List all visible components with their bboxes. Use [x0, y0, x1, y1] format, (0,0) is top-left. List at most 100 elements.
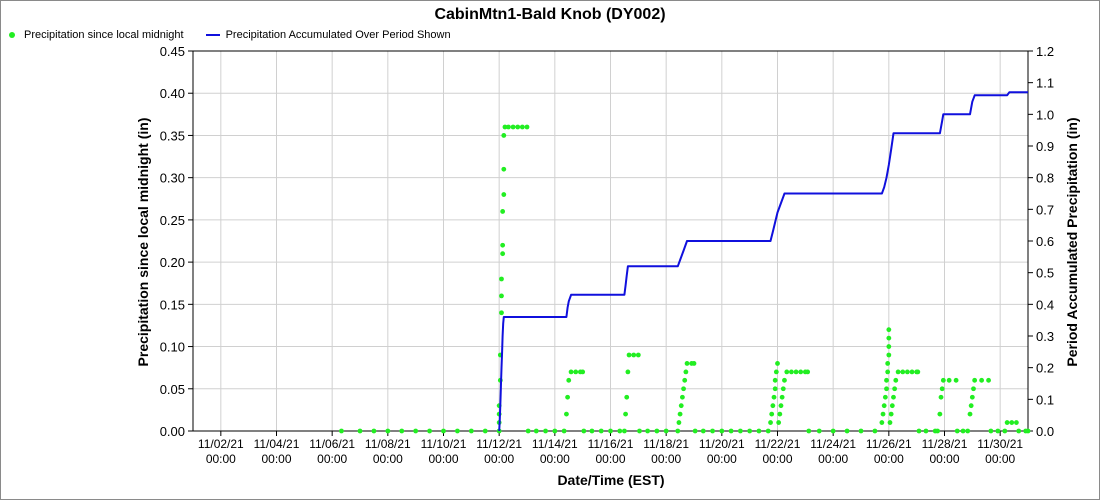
data-point-daily [806, 428, 812, 434]
data-point-daily [886, 352, 892, 358]
right-tick-label: 0.5 [1036, 266, 1054, 281]
data-point-daily [889, 403, 895, 409]
data-point-daily [886, 327, 892, 333]
data-point-daily [938, 394, 944, 400]
left-tick-label: 0.05 [160, 382, 185, 397]
data-point-daily [482, 428, 488, 434]
data-point-daily [552, 428, 558, 434]
data-point-daily [789, 369, 794, 375]
data-point-daily [598, 428, 604, 434]
data-point-daily [953, 377, 959, 383]
data-point-daily [637, 428, 642, 434]
data-point-daily [501, 166, 507, 172]
left-tick-label: 0.30 [160, 171, 185, 186]
left-tick-label: 0.15 [160, 297, 185, 312]
x-tick-label-time: 00:00 [595, 452, 625, 466]
data-point-daily [524, 124, 530, 130]
data-point-daily [568, 369, 574, 375]
data-point-daily [937, 411, 943, 417]
data-point-daily [681, 386, 686, 392]
data-point-daily [719, 428, 725, 434]
data-point-daily [885, 361, 891, 366]
series-daily-points [339, 124, 1031, 434]
data-point-daily [617, 428, 623, 434]
right-tick-label: 0.6 [1036, 234, 1054, 249]
data-point-daily [988, 428, 994, 434]
right-tick-label: 0.0 [1036, 424, 1054, 439]
data-point-daily [784, 369, 790, 375]
data-point-daily [965, 428, 971, 434]
data-point-daily [1002, 428, 1008, 434]
data-point-daily [967, 411, 973, 417]
data-point-daily [623, 411, 628, 417]
chart-legend: Precipitation since local midnight Preci… [9, 28, 473, 42]
data-point-daily [747, 428, 753, 434]
data-point-daily [776, 420, 782, 425]
x-tick-label-time: 00:00 [373, 452, 403, 466]
data-point-daily [886, 335, 892, 341]
data-point-daily [339, 428, 344, 434]
data-point-daily [413, 428, 419, 434]
chart-title: CabinMtn1-Bald Knob (DY002) [434, 6, 666, 23]
data-point-daily [510, 124, 516, 130]
data-point-daily [676, 420, 682, 425]
data-point-daily [525, 428, 531, 434]
data-point-daily [515, 124, 521, 130]
x-tick-label-time: 00:00 [540, 452, 570, 466]
data-point-daily [654, 428, 660, 434]
data-point-daily [900, 369, 906, 375]
right-tick-label: 0.3 [1036, 329, 1054, 344]
left-axis-ticks: 0.00 0.05 0.10 0.15 0.20 0.25 0.30 0.35 0.40 0.45 [160, 44, 193, 439]
left-tick-label: 0.45 [160, 44, 185, 59]
data-point-daily [915, 369, 921, 375]
data-point-daily [886, 344, 892, 349]
right-tick-label: 0.4 [1036, 297, 1054, 312]
data-point-daily [1016, 428, 1022, 434]
data-point-daily [969, 394, 975, 400]
left-axis-label: Precipitation since local midnight (in) [135, 118, 151, 367]
data-point-daily [565, 394, 570, 400]
data-point-daily [675, 428, 681, 434]
data-point-daily [608, 428, 613, 434]
legend-item-accumulated: Precipitation Accumulated Over Period Sh… [205, 29, 451, 41]
data-point-daily [858, 428, 864, 434]
data-point-daily [946, 377, 952, 383]
x-tick-label-date: 11/26/21 [866, 437, 912, 451]
right-tick-label: 0.2 [1036, 361, 1054, 376]
data-point-daily [793, 369, 799, 375]
data-point-daily [777, 411, 783, 417]
data-point-daily [566, 377, 572, 383]
data-point-daily [663, 428, 669, 434]
data-point-daily [581, 428, 587, 434]
data-point-daily [580, 369, 586, 375]
data-point-daily [691, 361, 697, 366]
x-axis-label: Date/Time (EST) [557, 472, 664, 488]
x-tick-label-time: 00:00 [874, 452, 904, 466]
right-axis-label: Period Accumulated Precipitation (in) [1064, 117, 1080, 366]
data-point-daily [589, 428, 595, 434]
data-point-daily [805, 369, 811, 375]
data-point-daily [561, 428, 567, 434]
data-point-daily [700, 428, 706, 434]
data-point-daily [778, 403, 784, 409]
x-tick-label-time: 00:00 [929, 452, 959, 466]
data-point-daily [880, 411, 886, 417]
data-point-daily [773, 369, 779, 375]
x-tick-label-time: 00:00 [707, 452, 737, 466]
data-point-daily [500, 242, 506, 248]
data-point-daily [888, 411, 894, 417]
data-point-daily [986, 377, 991, 383]
data-point-daily [935, 428, 940, 434]
x-tick-label-time: 00:00 [484, 452, 514, 466]
data-point-daily [884, 377, 889, 383]
data-point-daily [779, 394, 785, 400]
data-point-daily [892, 386, 898, 392]
right-tick-label: 1.2 [1036, 44, 1054, 59]
data-point-daily [968, 403, 974, 409]
x-tick-label-time: 00:00 [818, 452, 848, 466]
data-point-daily [979, 377, 985, 383]
data-point-daily [879, 420, 885, 425]
series-accumulated-line [498, 91, 1028, 432]
legend-label-daily: Precipitation since local midnight [24, 29, 184, 41]
